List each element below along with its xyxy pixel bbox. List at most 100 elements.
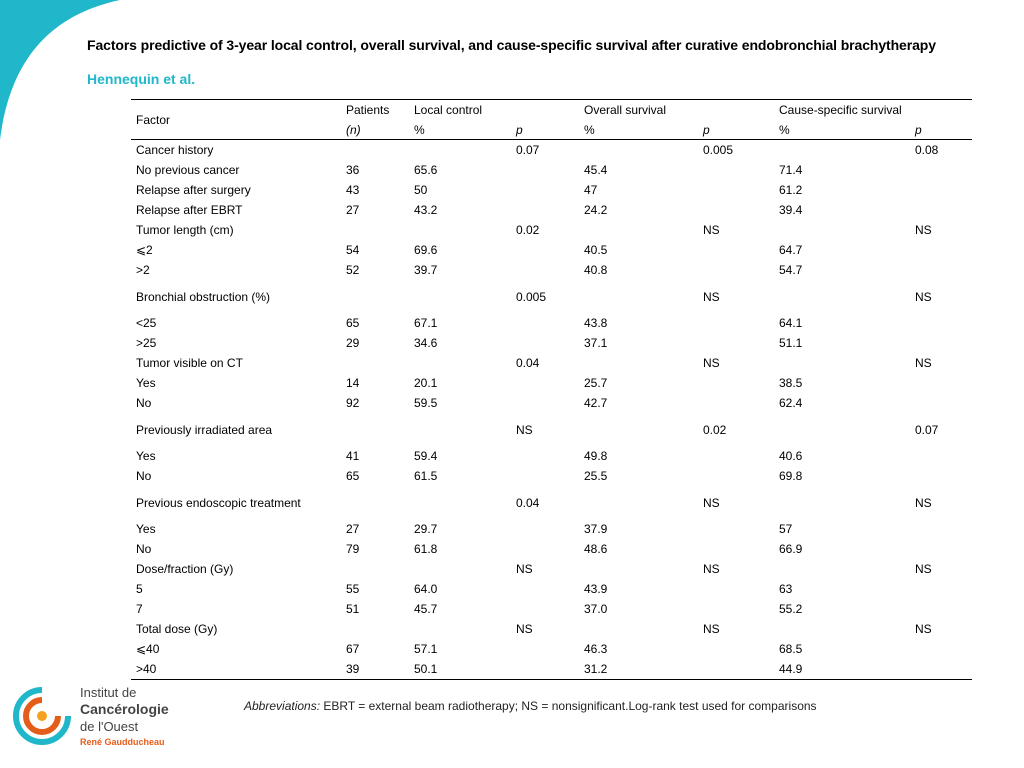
cell-factor: Total dose (Gy) <box>136 622 218 636</box>
table-row: ⩽2 54 69.6 40.5 64.7 <box>131 240 972 260</box>
header-overall-survival: Overall survival <box>584 103 667 117</box>
logo-line-3: de l'Ouest <box>80 719 139 734</box>
cell-cs-percent <box>774 140 910 161</box>
table-body: Cancer history 0.07 0.005 0.08 No previous c… <box>131 140 972 680</box>
table-row: No 92 59.5 42.7 62.4 <box>131 393 972 413</box>
table-row: ⩽40 67 57.1 46.3 68.5 <box>131 639 972 659</box>
cell-patients <box>341 413 409 446</box>
cell-patients: 29 <box>346 336 360 350</box>
cell-cs-percent <box>774 559 910 579</box>
cell-os-percent: 37.0 <box>584 602 608 616</box>
cell-factor: Yes <box>136 522 156 536</box>
cell-lc-p <box>511 599 579 619</box>
cell-cs-percent: 54.7 <box>779 263 803 277</box>
decorative-corner-arc <box>0 0 120 140</box>
cell-patients: 41 <box>346 449 360 463</box>
cell-cs-p <box>910 260 972 280</box>
cell-factor: No <box>136 469 152 483</box>
cell-patients <box>341 280 409 313</box>
cell-os-percent: 25.5 <box>584 469 608 483</box>
cell-lc-percent <box>409 486 511 519</box>
cell-os-p <box>698 333 774 353</box>
table-row: No 65 61.5 25.5 69.8 <box>131 466 972 486</box>
cell-patients <box>341 220 409 240</box>
header-patients: Patients <box>346 103 390 117</box>
cell-lc-percent: 69.6 <box>414 243 438 257</box>
table-row: Yes 27 29.7 37.9 57 <box>131 519 972 539</box>
cell-os-percent: 24.2 <box>584 203 608 217</box>
cell-factor: Tumor length (cm) <box>136 223 234 237</box>
cell-lc-p: 0.04 <box>516 495 540 510</box>
cell-cs-p: NS <box>915 223 932 237</box>
cell-factor: Dose/fraction (Gy) <box>136 562 234 576</box>
cell-lc-p <box>511 160 579 180</box>
cell-cs-p: NS <box>915 562 932 576</box>
cell-patients <box>341 486 409 519</box>
table-row: No previous cancer 36 65.6 45.4 71.4 <box>131 160 972 180</box>
cell-cs-p <box>910 466 972 486</box>
cell-lc-p <box>511 393 579 413</box>
header-lc-p: p <box>516 122 523 137</box>
cell-patients: 55 <box>346 582 360 596</box>
cell-patients <box>341 559 409 579</box>
cell-patients: 51 <box>346 602 360 616</box>
cell-os-p <box>698 599 774 619</box>
cell-cs-percent <box>774 619 910 639</box>
cell-patients: 27 <box>346 203 360 217</box>
cell-os-percent: 40.8 <box>584 263 608 277</box>
cell-lc-p <box>511 579 579 599</box>
cell-lc-percent <box>409 140 511 161</box>
cell-lc-p <box>511 240 579 260</box>
cell-cs-percent: 55.2 <box>779 602 803 616</box>
header-factor: Factor <box>136 112 171 127</box>
cell-os-percent: 25.7 <box>584 376 608 390</box>
cell-os-percent: 43.8 <box>584 316 608 330</box>
cell-lc-p: NS <box>516 562 533 576</box>
cell-factor: Yes <box>136 449 156 463</box>
table-group-row: Bronchial obstruction (%) 0.005 NS NS <box>131 280 972 313</box>
cell-factor: Relapse after EBRT <box>136 203 243 217</box>
cell-os-p <box>698 579 774 599</box>
cell-patients: 36 <box>346 163 360 177</box>
table-group-row: Dose/fraction (Gy) NS NS NS <box>131 559 972 579</box>
cell-factor: Bronchial obstruction (%) <box>136 289 271 304</box>
cell-factor: 5 <box>136 582 143 596</box>
cell-os-percent <box>579 559 698 579</box>
cell-patients: 52 <box>346 263 360 277</box>
cell-patients: 39 <box>346 662 360 676</box>
cell-cs-p <box>910 200 972 220</box>
cell-lc-p <box>511 180 579 200</box>
table-subheader-row: (n) % p % p % p <box>131 120 972 140</box>
cell-cs-p: 0.08 <box>915 143 939 157</box>
cell-factor: Previous endoscopic treatment <box>136 495 301 510</box>
cell-os-percent <box>579 140 698 161</box>
cell-cs-p <box>910 373 972 393</box>
cell-os-p: NS <box>703 356 720 370</box>
cell-os-p <box>698 180 774 200</box>
cell-lc-p: 0.04 <box>516 356 540 370</box>
abbreviations-footnote: Abbreviations: EBRT = external beam radi… <box>244 699 817 713</box>
cell-lc-p: NS <box>516 622 533 636</box>
cell-patients: 27 <box>346 522 360 536</box>
cell-os-percent: 37.1 <box>584 336 608 350</box>
cell-cs-p: NS <box>915 289 932 304</box>
cell-factor: Cancer history <box>136 143 214 157</box>
cell-os-p: 0.005 <box>703 143 734 157</box>
table-row: Yes 14 20.1 25.7 38.5 <box>131 373 972 393</box>
table-row: 5 55 64.0 43.9 63 <box>131 579 972 599</box>
cell-os-percent: 47 <box>584 183 598 197</box>
table-group-row: Cancer history 0.07 0.005 0.08 <box>131 140 972 161</box>
cell-cs-percent <box>774 220 910 240</box>
cell-lc-percent: 50 <box>414 183 428 197</box>
cell-os-percent <box>579 486 698 519</box>
cell-lc-p: 0.07 <box>516 143 540 157</box>
cell-lc-percent: 34.6 <box>414 336 438 350</box>
authors: Hennequin et al. <box>87 71 196 87</box>
cell-cs-percent: 51.1 <box>779 336 803 350</box>
cell-os-percent <box>579 220 698 240</box>
table-row: <25 65 67.1 43.8 64.1 <box>131 313 972 333</box>
cell-factor: ⩽2 <box>136 243 153 257</box>
cell-cs-percent <box>774 486 910 519</box>
cell-cs-percent: 44.9 <box>779 662 803 676</box>
cell-lc-percent <box>409 353 511 373</box>
